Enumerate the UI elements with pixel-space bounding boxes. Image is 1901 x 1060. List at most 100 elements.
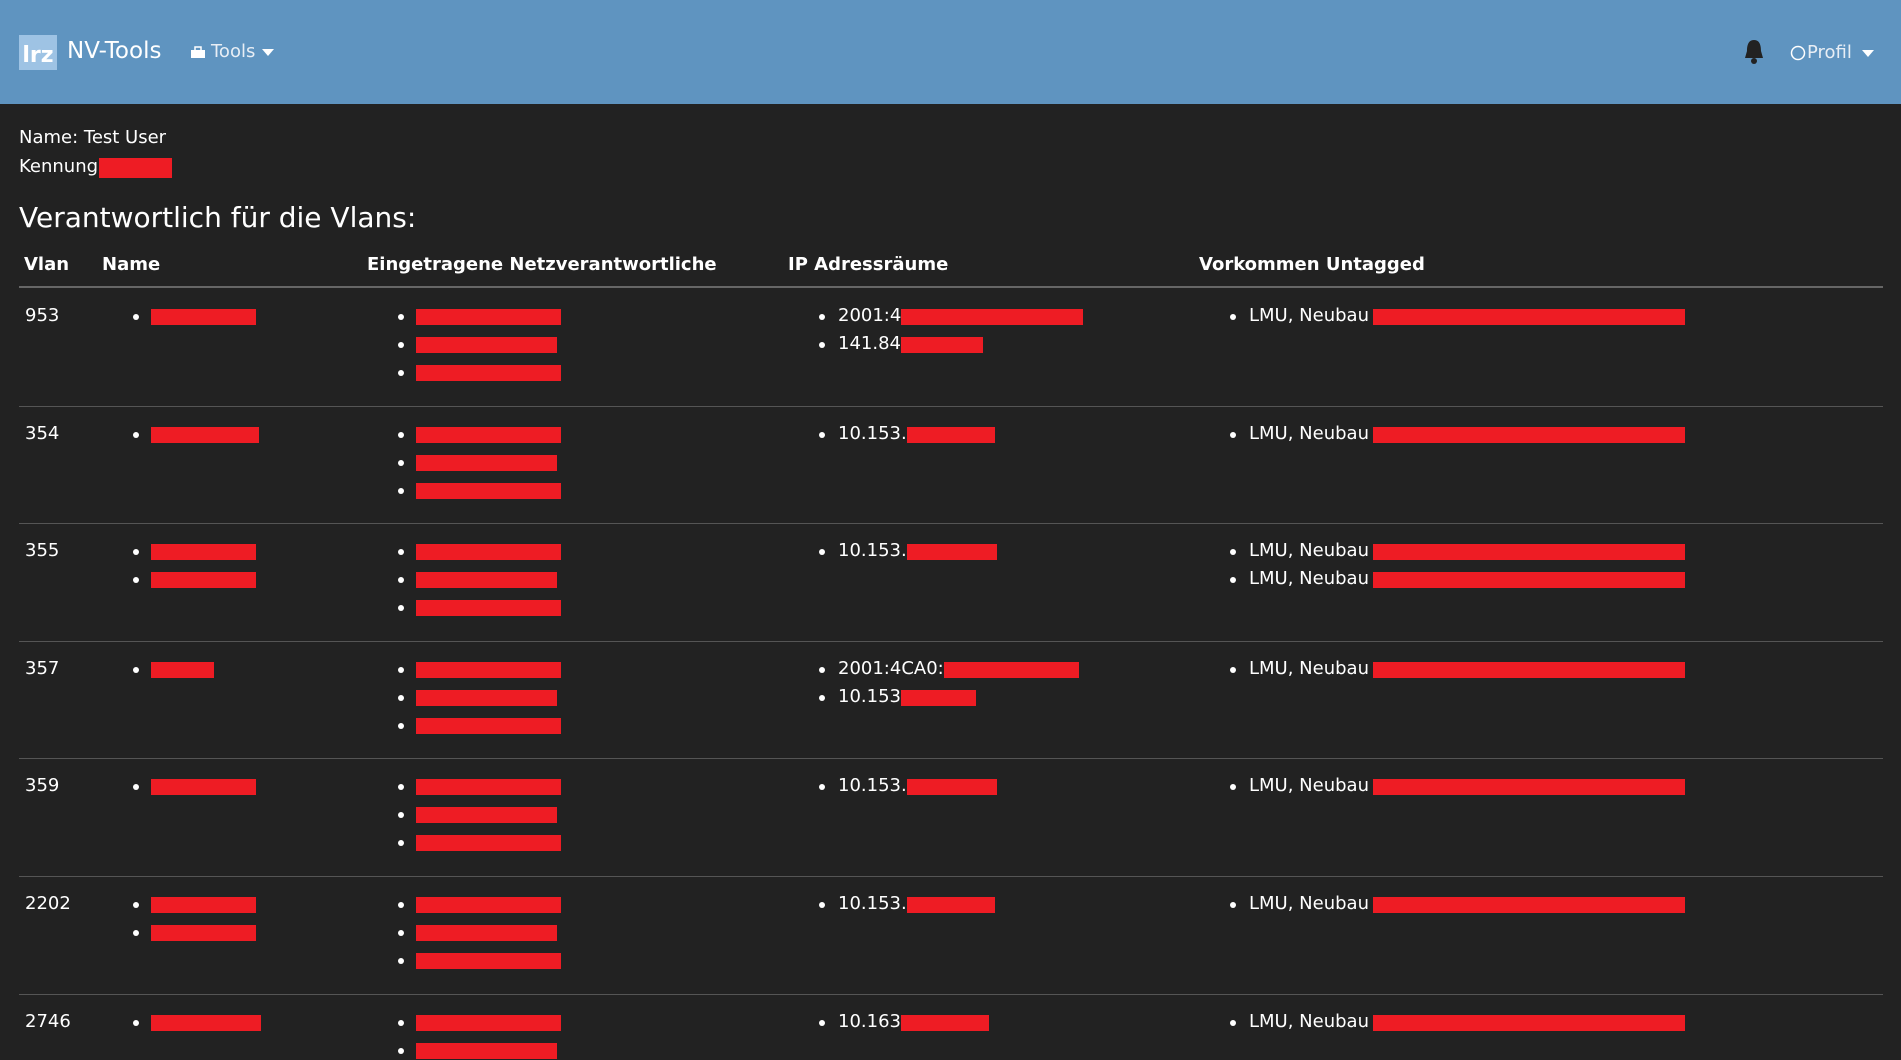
bullet (398, 549, 404, 556)
bullet (398, 666, 404, 673)
row-divider (19, 758, 1883, 760)
redaction (151, 925, 256, 941)
untagged-location: LMU, Neubau (1249, 568, 1369, 590)
bullet (398, 459, 404, 466)
redaction (1373, 572, 1685, 589)
redaction (416, 835, 561, 852)
user-name: Name: Test User (19, 127, 167, 148)
bullet (398, 722, 404, 729)
redaction (416, 454, 557, 471)
redaction (151, 779, 256, 796)
ip-range: 2001:4CA0: (838, 657, 944, 679)
bullet (133, 431, 139, 438)
vlan-id: 2746 (25, 1010, 71, 1032)
header-divider (19, 286, 1883, 288)
ip-range: 10.153. (838, 893, 907, 914)
tools-icon (191, 46, 205, 58)
untagged-location: LMU, Neubau (1249, 893, 1369, 914)
bullet (398, 930, 404, 936)
redaction (99, 158, 172, 178)
ip-range: 10.153. (838, 422, 907, 444)
redaction (151, 661, 214, 678)
redaction (416, 689, 557, 706)
row-divider (19, 993, 1883, 995)
redaction (906, 779, 997, 796)
bullet (398, 1047, 404, 1054)
bullet (398, 431, 404, 438)
ip-range: 10.153. (838, 775, 907, 797)
logo[interactable]: lrz (19, 35, 57, 70)
bullet (133, 784, 139, 791)
bell-icon[interactable] (1742, 38, 1766, 66)
vlan-id: 2202 (25, 893, 71, 914)
column-header: Name (102, 254, 161, 275)
redaction (416, 365, 561, 381)
untagged-location: LMU, Neubau (1249, 775, 1369, 797)
bullet (1230, 784, 1236, 791)
user-kennung: Kennung: (19, 156, 105, 177)
redaction (416, 600, 561, 617)
redaction (1373, 426, 1685, 443)
bullet (398, 784, 404, 791)
bullet (1230, 666, 1236, 673)
bullet (1230, 314, 1236, 320)
bullet (819, 342, 825, 348)
bullet (398, 605, 404, 612)
redaction (901, 309, 1084, 325)
tools-menu[interactable]: Tools (211, 41, 256, 62)
bullet (398, 840, 404, 847)
untagged-location: LMU, Neubau (1249, 305, 1369, 326)
brand[interactable]: NV-Tools (67, 38, 162, 64)
vlan-id: 355 (25, 540, 60, 562)
bullet (398, 342, 404, 348)
section-heading: Verantwortlich für die Vlans: (19, 201, 417, 234)
redaction (151, 426, 259, 443)
redaction (1373, 309, 1685, 325)
redaction (416, 807, 557, 824)
redaction (151, 572, 256, 589)
bullet (398, 1019, 404, 1026)
redaction (1373, 661, 1685, 678)
column-header: Eingetragene Netzverantwortliche (367, 254, 717, 275)
ip-range: 10.153 (838, 685, 901, 707)
bullet (398, 902, 404, 908)
redaction (416, 482, 561, 499)
column-header: Vlan (24, 254, 70, 275)
bullet (398, 577, 404, 584)
bullet (819, 666, 825, 673)
bullet (398, 370, 404, 376)
bullet (819, 549, 825, 556)
bullet (398, 812, 404, 819)
redaction (416, 337, 557, 353)
profile-menu[interactable]: Profil (1807, 42, 1852, 63)
row-divider (19, 876, 1883, 877)
redaction (906, 897, 995, 913)
redaction (416, 426, 561, 443)
caret (262, 49, 274, 56)
navbar: lrz NV-Tools Tools Profil (0, 0, 1901, 104)
bullet (1230, 431, 1236, 438)
redaction (416, 953, 561, 969)
ip-range: 141.84 (838, 333, 901, 354)
redaction (906, 544, 997, 561)
bullet (398, 487, 404, 494)
untagged-location: LMU, Neubau (1249, 1010, 1369, 1032)
bullet (133, 577, 139, 584)
row-divider (19, 523, 1883, 525)
bullet (133, 314, 139, 320)
bullet (1230, 1019, 1236, 1026)
bullet (398, 314, 404, 320)
redaction (416, 717, 561, 734)
bullet (1230, 549, 1236, 556)
redaction (943, 661, 1079, 678)
redaction (416, 309, 561, 325)
redaction (416, 897, 561, 913)
vlan-id: 357 (25, 657, 60, 679)
redaction (151, 1014, 261, 1031)
redaction (416, 779, 561, 796)
redaction (416, 544, 561, 561)
redaction (1373, 897, 1685, 913)
column-header: IP Adressräume (788, 254, 949, 275)
redaction (416, 925, 557, 941)
